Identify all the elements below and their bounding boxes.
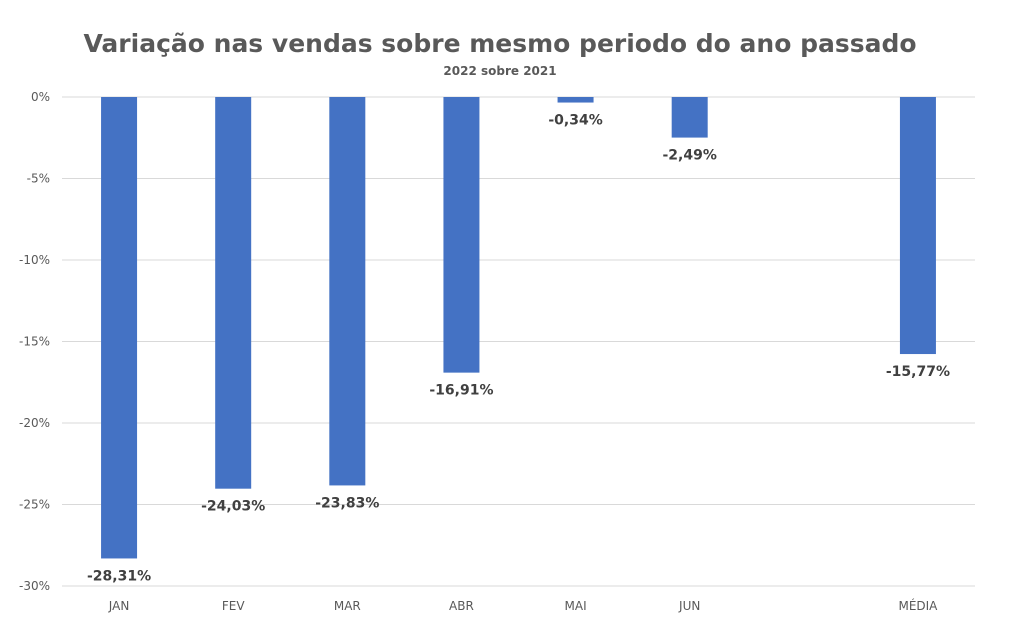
chart-subtitle: 2022 sobre 2021	[443, 64, 556, 78]
y-tick-label: -25%	[19, 498, 50, 512]
bar-mai	[557, 97, 594, 103]
data-label: -28,31%	[87, 568, 151, 584]
bar-jan	[101, 97, 138, 559]
bar-abr	[443, 97, 480, 373]
bar-jun	[671, 97, 708, 138]
x-tick-label: MAR	[334, 599, 361, 613]
bar-fev	[215, 97, 252, 489]
x-tick-label: MAI	[565, 599, 587, 613]
data-label: -16,91%	[429, 383, 493, 399]
x-tick-label: JAN	[108, 599, 130, 613]
x-tick-label: MÉDIA	[898, 598, 938, 613]
bar-média	[899, 97, 936, 355]
y-tick-label: -15%	[19, 335, 50, 349]
data-label: -0,34%	[548, 113, 602, 129]
y-tick-label: -20%	[19, 416, 50, 430]
x-tick-label: ABR	[449, 599, 474, 613]
data-label: -2,49%	[662, 148, 716, 164]
data-label: -23,83%	[315, 495, 379, 511]
y-tick-label: -30%	[19, 579, 50, 593]
y-tick-label: 0%	[31, 90, 50, 104]
data-label: -24,03%	[201, 499, 265, 515]
chart-title: Variação nas vendas sobre mesmo periodo …	[83, 29, 916, 58]
x-tick-label: JUN	[678, 599, 700, 613]
data-label: -15,77%	[886, 364, 950, 380]
bar-mar	[329, 97, 366, 486]
y-tick-label: -5%	[27, 172, 50, 186]
y-tick-label: -10%	[19, 253, 50, 267]
x-tick-label: FEV	[222, 599, 245, 613]
